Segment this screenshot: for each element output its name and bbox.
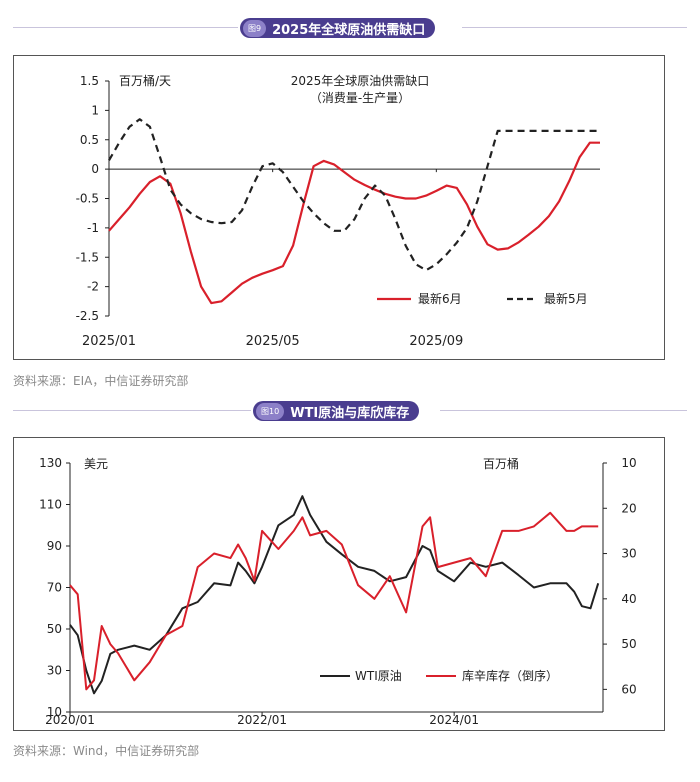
series-line-latest-june	[108, 141, 600, 305]
supply-demand-gap-chart: 1.5 1 0.5 0 -0.5 -1 -1.5 -2 -2.5 2025/01 2025/05 20…	[76, 73, 600, 349]
legend-label: 最新6月	[418, 291, 462, 306]
wti-cushing-chart: 130 110 90 70 50 30 10 10 20 30 40 50 60 2020/01 2022/…	[39, 456, 637, 727]
y-tick-label: -0.5	[76, 192, 99, 206]
figure9-title-tag: 图9 2025年全球原油供需缺口	[240, 18, 436, 38]
right-y-tick-label: 50	[621, 637, 636, 651]
y-tick-label: 1.5	[80, 74, 99, 88]
chart-subtitle: （消费量-生产量）	[310, 91, 410, 105]
series-line-latest-may	[108, 118, 600, 272]
y-tick-label: -1	[87, 221, 99, 235]
x-tick-label: 2025/01	[82, 334, 136, 349]
left-y-tick-label: 10	[47, 705, 62, 719]
figure9-header: 图9 2025年全球原油供需缺口	[0, 16, 700, 40]
x-tick-label: 2022/01	[237, 713, 287, 727]
x-tick-label: 2020/01	[45, 713, 95, 727]
right-y-unit-label: 百万桶	[483, 456, 519, 471]
left-y-unit-label: 美元	[84, 457, 108, 471]
right-y-tick-label: 30	[621, 547, 636, 561]
y-tick-label: -2.5	[76, 309, 99, 323]
x-tick-label: 2025/09	[409, 334, 463, 349]
y-tick-label: -1.5	[76, 250, 99, 264]
figure9-title: 2025年全球原油供需缺口	[272, 22, 426, 38]
figure10-number: 图10	[256, 402, 285, 420]
right-y-tick-label: 40	[621, 592, 636, 606]
right-y-tick-label: 60	[621, 682, 636, 696]
left-y-tick-label: 70	[47, 581, 62, 595]
y-axis-unit-label: 百万桶/天	[119, 73, 171, 88]
left-y-tick-label: 90	[47, 539, 62, 553]
right-y-tick-label: 10	[621, 456, 636, 470]
series-line-wti	[69, 495, 600, 695]
figure10-title: WTI原油与库欣库存	[290, 405, 410, 421]
x-tick-label: 2024/01	[429, 713, 479, 727]
left-y-tick-label: 50	[47, 622, 62, 636]
figure10-panel: 130 110 90 70 50 30 10 10 20 30 40 50 60 2020/01 2022/…	[13, 437, 665, 731]
chart-title: 2025年全球原油供需缺口	[291, 73, 430, 88]
left-y-tick-label: 110	[39, 498, 62, 512]
figure10-title-tag: 图10 WTI原油与库欣库存	[253, 401, 420, 421]
y-tick-label: -2	[87, 280, 99, 294]
figure9-number: 图9	[243, 19, 267, 37]
figure9-source: 资料来源：EIA，中信证券研究部	[13, 374, 189, 388]
left-y-tick-label: 130	[39, 456, 62, 470]
legend-label: WTI原油	[355, 669, 402, 683]
y-tick-label: 1	[91, 103, 99, 117]
legend-label: 库辛库存（倒序）	[462, 668, 558, 683]
right-y-tick-label: 20	[621, 501, 636, 515]
y-tick-label: 0.5	[80, 133, 99, 147]
y-tick-label: 0	[91, 162, 99, 176]
series-line-cushing-inverted	[69, 511, 599, 691]
left-y-tick-label: 30	[47, 664, 62, 678]
legend-label: 最新5月	[544, 291, 588, 306]
x-tick-label: 2025/05	[246, 334, 300, 349]
figure10-source: 资料来源：Wind，中信证券研究部	[13, 744, 200, 758]
figure9-panel: 1.5 1 0.5 0 -0.5 -1 -1.5 -2 -2.5 2025/01 2025/05 20…	[13, 55, 665, 360]
figure10-header: 图10 WTI原油与库欣库存	[0, 399, 700, 423]
